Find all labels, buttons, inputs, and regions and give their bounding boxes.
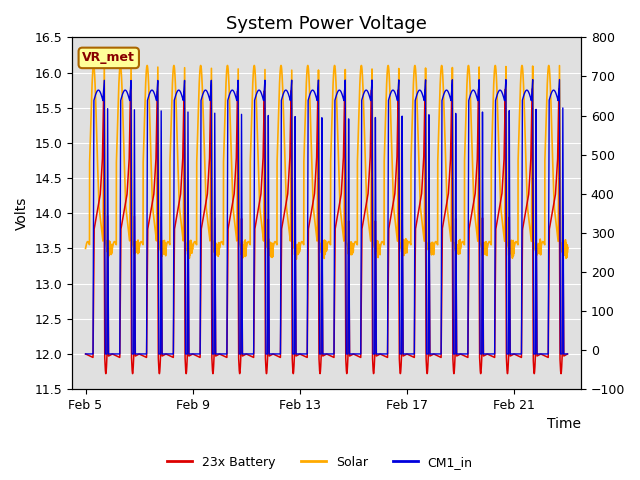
Legend: 23x Battery, Solar, CM1_in: 23x Battery, Solar, CM1_in <box>163 451 477 474</box>
Solar <box>310 209 317 215</box>
Solar <box>434 151 442 157</box>
Solar <box>292 256 300 262</box>
Solar <box>543 79 551 85</box>
CM1_in <box>538 351 545 357</box>
Line: CM1_in: CM1_in <box>86 80 568 354</box>
23x Battery <box>246 352 253 358</box>
Y-axis label: Volts: Volts <box>15 196 29 230</box>
23x Battery <box>557 371 565 376</box>
23x Battery <box>82 351 90 357</box>
Solar <box>246 240 253 246</box>
CM1_in <box>447 92 455 97</box>
Solar <box>82 246 90 252</box>
23x Battery <box>310 196 317 202</box>
23x Battery <box>564 351 572 357</box>
23x Battery <box>447 108 455 114</box>
Solar <box>538 242 545 248</box>
23x Battery <box>555 86 563 92</box>
CM1_in <box>543 351 551 357</box>
Solar <box>448 170 456 176</box>
23x Battery <box>543 354 551 360</box>
23x Battery <box>434 353 442 359</box>
Line: Solar: Solar <box>86 65 568 259</box>
CM1_in <box>564 351 572 357</box>
Solar <box>564 246 572 252</box>
CM1_in <box>246 351 253 357</box>
CM1_in <box>434 351 442 357</box>
Text: VR_met: VR_met <box>83 51 135 64</box>
Title: System Power Voltage: System Power Voltage <box>226 15 427 33</box>
Line: 23x Battery: 23x Battery <box>86 89 568 373</box>
23x Battery <box>538 351 545 357</box>
CM1_in <box>82 351 90 357</box>
CM1_in <box>556 77 563 83</box>
CM1_in <box>310 88 317 94</box>
X-axis label: Time: Time <box>547 418 581 432</box>
Solar <box>90 62 97 68</box>
